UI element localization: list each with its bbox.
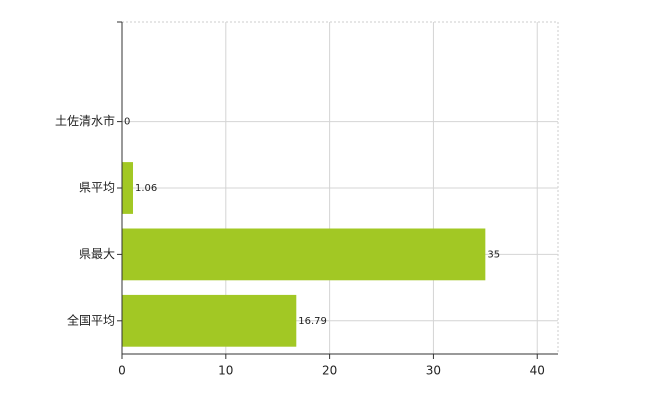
value-label: 16.79: [298, 316, 327, 327]
value-label: 1.06: [135, 183, 157, 194]
y-tick-label: 全国平均: [67, 312, 115, 327]
x-tick-label: 10: [218, 364, 233, 378]
bar: [122, 228, 486, 281]
x-tick-label: 40: [530, 364, 545, 378]
x-tick-label: 20: [322, 364, 337, 378]
bar: [122, 162, 134, 214]
y-tick-label: 県平均: [79, 181, 115, 195]
value-label: 35: [487, 249, 500, 260]
x-tick-label: 30: [426, 364, 441, 378]
y-tick-label: 土佐清水市: [55, 113, 115, 128]
y-tick-label: 県最大: [79, 247, 115, 261]
bar: [122, 294, 297, 347]
x-tick-label: 0: [118, 364, 126, 378]
value-label: 0: [124, 117, 130, 128]
